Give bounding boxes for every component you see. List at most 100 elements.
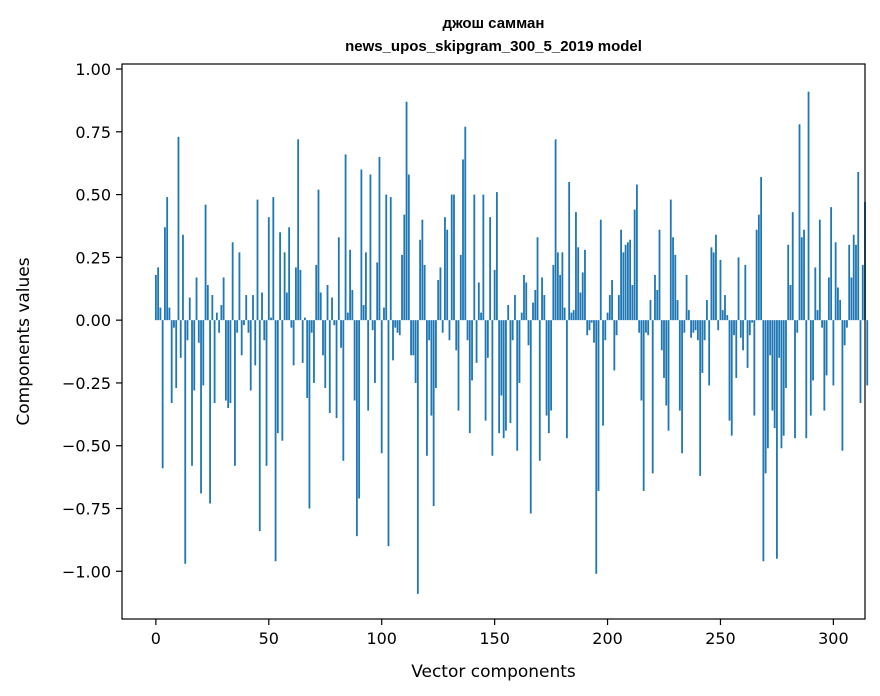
bar-212: [633, 209, 636, 321]
bar-309: [852, 234, 855, 321]
bar-63: [297, 139, 300, 321]
bar-122: [430, 320, 433, 416]
bar-71: [315, 264, 318, 321]
bar-168: [534, 290, 537, 321]
bar-190: [584, 249, 586, 321]
bar-104: [389, 197, 392, 321]
bar-151: [495, 192, 498, 321]
x-tick-label: 300: [818, 629, 849, 648]
bar-257: [735, 320, 738, 378]
bar-68: [308, 320, 311, 509]
y-axis-label: Components values: [14, 257, 34, 425]
bar-170: [538, 320, 541, 461]
bar-279: [785, 320, 787, 388]
bar-98: [376, 262, 379, 321]
bar-81: [337, 237, 340, 321]
bar-111: [405, 101, 408, 321]
bar-9: [175, 320, 178, 388]
bar-248: [715, 234, 717, 321]
bar-101: [383, 307, 385, 321]
bar-241: [699, 320, 702, 476]
bar-94: [367, 320, 370, 411]
bar-267: [757, 214, 760, 321]
bar-181: [563, 307, 566, 321]
bar-160: [516, 320, 519, 451]
bar-141: [473, 194, 476, 321]
bar-144: [480, 312, 482, 321]
bar-5: [166, 197, 169, 321]
bar-261: [744, 264, 747, 321]
bar-31: [224, 320, 227, 401]
bar-295: [821, 320, 823, 328]
bar-155: [505, 320, 507, 431]
bar-156: [507, 305, 510, 321]
bars-group: [154, 91, 869, 594]
bar-192: [588, 320, 591, 331]
bar-145: [482, 194, 485, 321]
bar-29: [220, 305, 223, 321]
bar-102: [385, 194, 388, 321]
bar-195: [595, 320, 598, 574]
bar-78: [331, 297, 333, 321]
bar-27: [215, 312, 218, 321]
bar-276: [778, 320, 781, 358]
bar-72: [317, 189, 320, 321]
bar-53: [274, 320, 277, 562]
bar-213: [636, 184, 638, 321]
bar-296: [823, 320, 826, 411]
bar-107: [396, 320, 399, 333]
bar-166: [529, 320, 532, 514]
bar-120: [425, 320, 428, 456]
bar-308: [850, 277, 853, 321]
bar-21: [202, 320, 205, 386]
bar-43: [252, 295, 254, 321]
bar-128: [444, 217, 446, 321]
bar-35: [234, 320, 236, 466]
bar-33: [229, 320, 232, 404]
bar-313: [861, 264, 864, 321]
bar-18: [195, 277, 198, 321]
bar-131: [450, 194, 453, 321]
bar-85: [346, 312, 349, 321]
bar-49: [265, 320, 268, 466]
bar-277: [780, 320, 783, 449]
bar-66: [304, 317, 306, 321]
bar-22: [204, 204, 207, 321]
bar-99: [378, 156, 381, 321]
bar-249: [717, 320, 720, 331]
bar-253: [726, 315, 729, 321]
bar-311: [857, 171, 860, 321]
bar-134: [457, 320, 460, 411]
bar-110: [403, 214, 406, 321]
bar-26: [213, 320, 216, 404]
bar-283: [794, 320, 796, 439]
bar-79: [333, 320, 336, 326]
bar-67: [306, 320, 309, 398]
bar-62: [294, 267, 297, 321]
bar-307: [848, 244, 851, 321]
bar-83: [342, 320, 345, 461]
bar-124: [435, 320, 437, 388]
bar-271: [766, 320, 769, 449]
bar-135: [459, 254, 462, 321]
x-tick-label: 150: [479, 629, 510, 648]
bar-254: [728, 320, 731, 421]
bar-138: [466, 320, 469, 341]
bar-130: [448, 320, 451, 341]
x-tick-label: 100: [366, 629, 397, 648]
bar-222: [656, 290, 659, 321]
bar-275: [776, 320, 778, 559]
bar-173: [545, 320, 548, 416]
bar-260: [742, 320, 744, 351]
bar-243: [703, 320, 706, 341]
bar-183: [568, 182, 571, 321]
bar-232: [678, 320, 681, 411]
bar-236: [687, 310, 690, 321]
bar-41: [247, 320, 250, 333]
bar-287: [803, 229, 805, 321]
bar-174: [547, 320, 550, 434]
bar-80: [335, 320, 338, 419]
bar-247: [712, 252, 715, 321]
bar-117: [419, 239, 422, 321]
